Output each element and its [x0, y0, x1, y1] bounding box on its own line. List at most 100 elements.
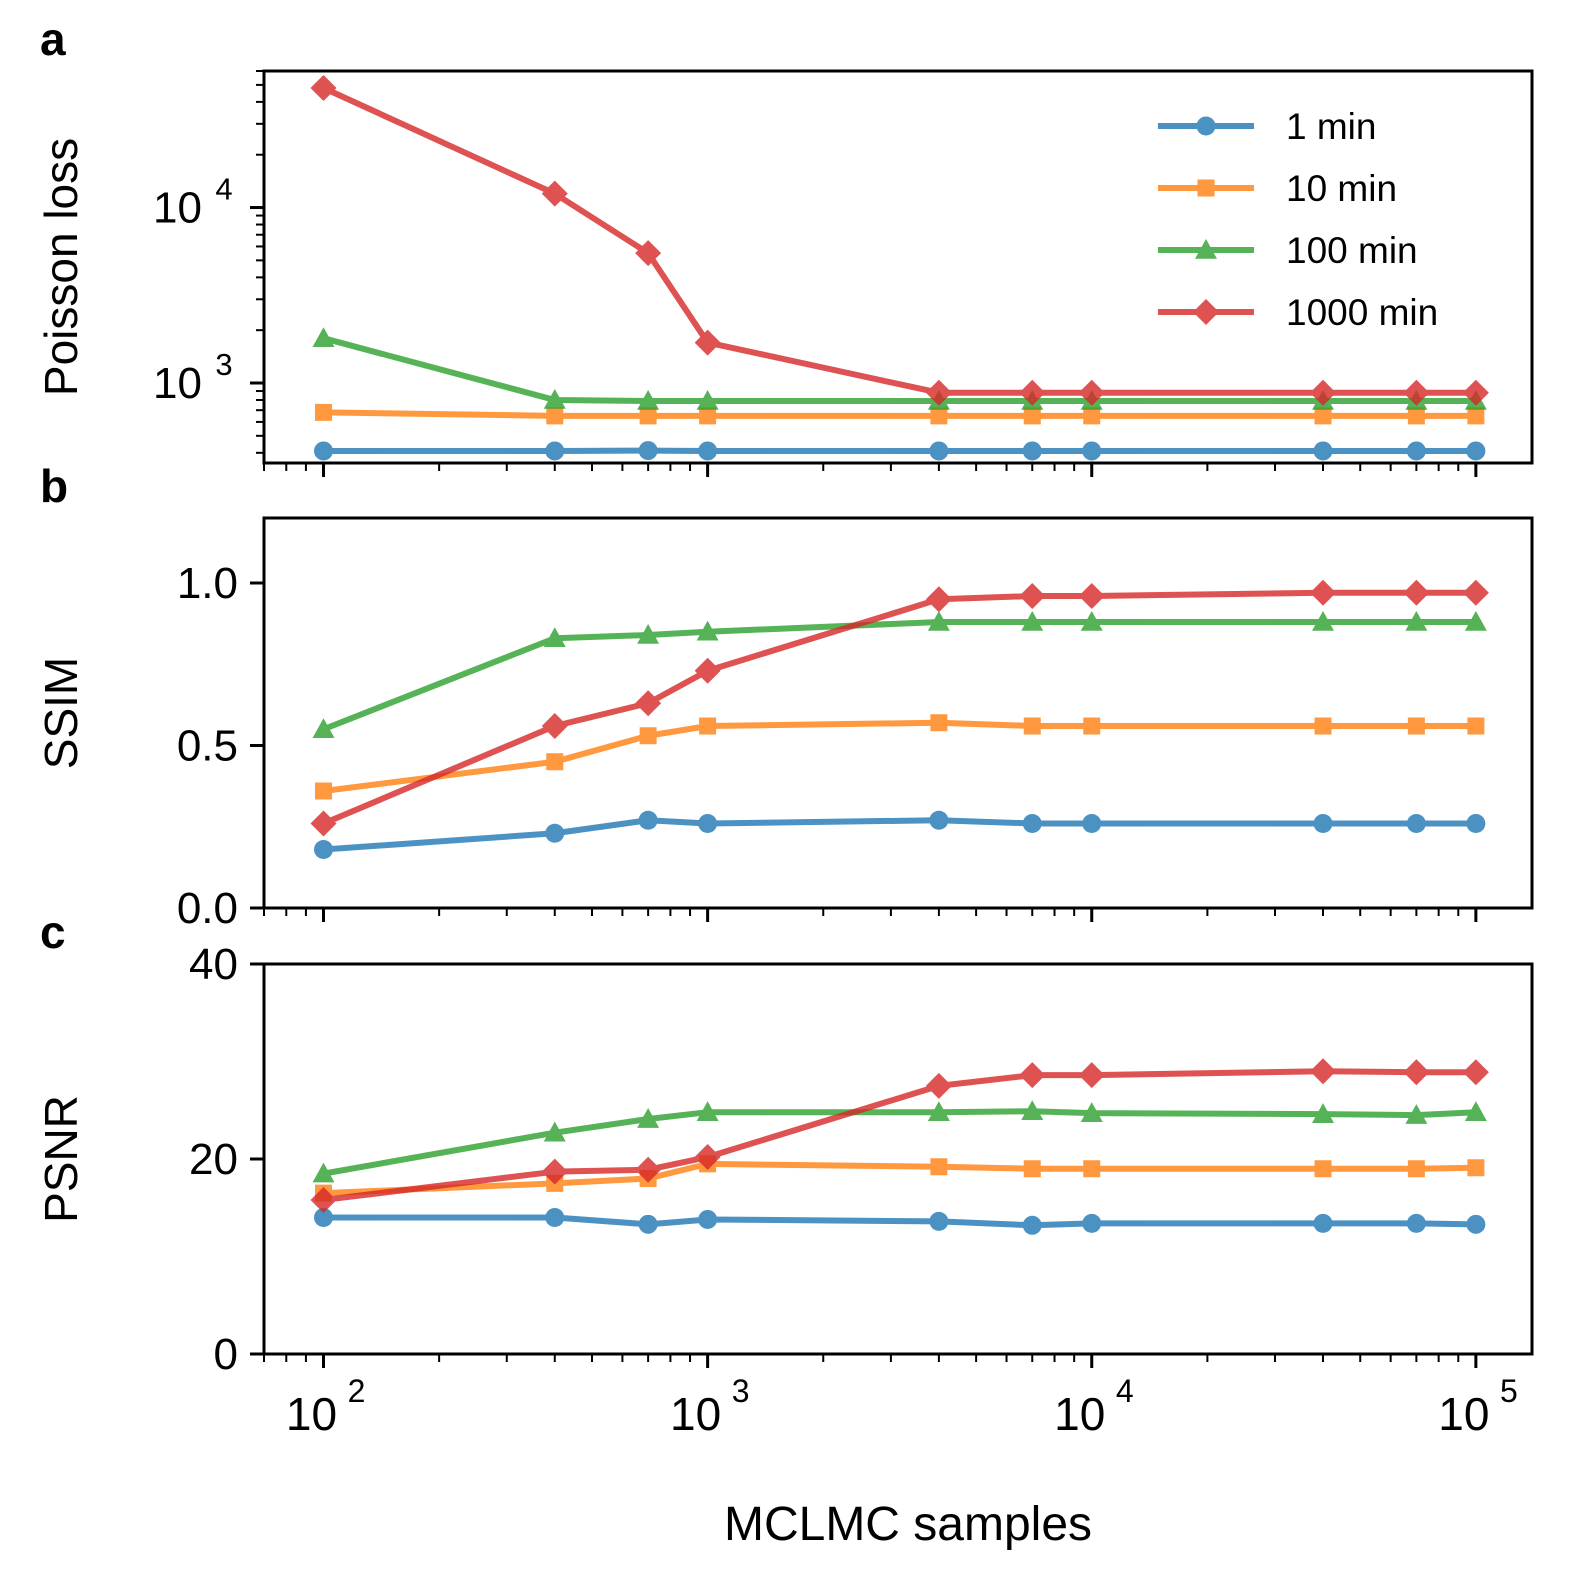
data-point	[1078, 583, 1105, 609]
data-point	[1467, 1159, 1485, 1177]
data-point	[1019, 1062, 1046, 1089]
x-axis-label: MCLMC samples	[724, 1498, 1092, 1551]
data-point	[1314, 407, 1332, 425]
panel-letter: b	[40, 460, 68, 512]
data-point	[925, 586, 952, 613]
data-point	[639, 727, 657, 745]
data-point	[1310, 579, 1337, 606]
data-point	[1313, 814, 1333, 833]
data-point	[925, 1072, 952, 1099]
data-point	[930, 1158, 948, 1176]
data-point	[930, 407, 948, 425]
data-point	[1083, 1160, 1101, 1178]
y-tick-label: 1.0	[177, 559, 238, 608]
y-tick-label: 0.5	[177, 722, 238, 771]
data-point	[1406, 814, 1426, 833]
data-point	[1462, 379, 1489, 406]
x-tick-label: 10	[670, 1388, 721, 1440]
y-tick-label: 20	[189, 1135, 238, 1184]
data-point	[1078, 379, 1105, 406]
data-point	[1310, 379, 1337, 406]
data-point	[1313, 441, 1333, 461]
data-point	[1083, 407, 1101, 425]
data-point	[1023, 717, 1041, 735]
data-point	[1078, 1062, 1105, 1089]
series-1-min	[314, 1208, 1486, 1235]
data-point	[1464, 1101, 1487, 1121]
legend-item: 1 min	[1158, 106, 1376, 147]
data-point	[694, 657, 721, 684]
legend-symbol	[1158, 116, 1254, 136]
legend-symbol	[1158, 299, 1254, 325]
data-point	[1082, 814, 1102, 833]
series-100-min	[312, 327, 1487, 410]
data-point	[314, 840, 334, 859]
data-point	[929, 441, 949, 461]
series-1-min	[314, 810, 1486, 859]
x-tick-label: 10	[286, 1388, 337, 1440]
data-point	[1310, 1058, 1337, 1085]
series-100-min	[312, 1100, 1487, 1183]
data-point	[541, 180, 568, 207]
legend-symbol	[1158, 179, 1254, 197]
axes-frame	[262, 962, 1534, 1356]
series-line	[322, 1108, 1477, 1177]
data-point	[639, 407, 657, 425]
data-point	[1022, 1215, 1042, 1235]
data-point	[1022, 441, 1042, 461]
series-line	[322, 619, 1476, 733]
legend-label: 10 min	[1286, 168, 1397, 209]
data-point	[1082, 1213, 1102, 1233]
data-point	[638, 810, 658, 830]
series-1000-min	[310, 75, 1489, 406]
data-point	[1467, 407, 1485, 425]
legend-marker	[1193, 299, 1219, 325]
data-point	[312, 1162, 335, 1183]
y-axis-label: SSIM	[35, 657, 87, 769]
data-point	[698, 814, 718, 833]
data-point	[696, 1101, 719, 1121]
x-tick-exponent: 3	[732, 1373, 750, 1409]
data-point	[1313, 1213, 1333, 1233]
data-point	[314, 441, 334, 461]
data-point	[1080, 1102, 1103, 1122]
data-point	[545, 823, 565, 843]
data-point	[1082, 441, 1102, 461]
data-point	[1406, 441, 1426, 461]
legend-label: 1000 min	[1286, 292, 1438, 333]
data-point	[1314, 1160, 1332, 1178]
data-point	[315, 782, 333, 800]
data-point	[637, 624, 660, 644]
data-point	[1019, 379, 1046, 406]
x-tick-label: 10	[1438, 1388, 1489, 1440]
y-tick-label: 0.0	[177, 884, 238, 933]
data-point	[1407, 717, 1425, 735]
data-point	[699, 717, 717, 735]
data-point	[1023, 407, 1041, 425]
data-point	[698, 1209, 718, 1229]
data-point	[1464, 611, 1487, 631]
y-tick-exponent: 3	[215, 347, 232, 382]
legend-item: 100 min	[1158, 230, 1418, 271]
data-point	[927, 611, 950, 631]
data-point	[637, 1108, 660, 1128]
data-point	[698, 441, 718, 461]
data-point	[638, 1214, 658, 1234]
data-point	[635, 1156, 662, 1183]
panel-letter: a	[40, 13, 66, 65]
data-point	[1314, 717, 1332, 735]
panel-letter: c	[40, 906, 66, 958]
y-axis-label: Poisson loss	[35, 138, 87, 396]
data-point	[696, 389, 719, 410]
data-point	[1021, 611, 1044, 631]
data-point	[694, 1144, 721, 1171]
series-100-min	[312, 611, 1487, 739]
data-point	[1462, 579, 1489, 606]
series-line	[323, 817, 1476, 853]
data-point	[1466, 814, 1486, 833]
data-point	[1462, 1059, 1489, 1086]
data-point	[1403, 379, 1430, 406]
data-point	[1083, 717, 1101, 735]
data-point	[1466, 441, 1486, 461]
legend-marker	[1197, 179, 1215, 197]
